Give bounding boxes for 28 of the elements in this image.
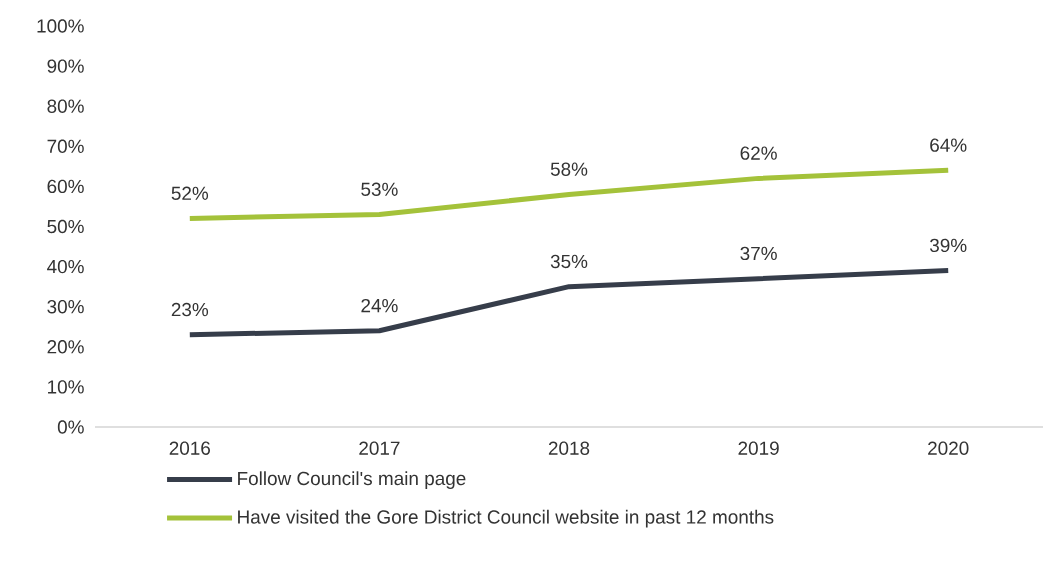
x-tick-label: 2019 [738,441,779,455]
y-tick-label: 60% [47,179,84,194]
y-tick-label: 100% [37,19,84,33]
x-tick-label: 2016 [169,441,211,455]
x-tick-label: 2020 [928,441,969,455]
y-tick-label: 80% [47,99,84,113]
data-label: 37% [740,246,777,261]
y-tick-label: 40% [47,259,84,274]
data-label: 58% [550,162,588,176]
data-label: 39% [929,238,967,253]
data-label: 64% [930,138,967,152]
y-tick-label: 30% [47,300,84,314]
data-label: 23% [171,302,209,317]
data-label: 35% [550,254,588,269]
y-tick-label: 70% [47,139,84,153]
data-label: 52% [171,186,209,200]
y-tick-label: 50% [47,219,84,234]
data-label: 53% [361,182,398,196]
data-label: 24% [361,298,398,313]
y-tick-label: 10% [48,380,84,394]
legend-label: Have visited the Gore District Council website in past 12 months [238,509,774,528]
x-tick-label: 2018 [548,441,590,455]
y-tick-label: 90% [47,59,84,73]
legend-label: Follow Council's main page [238,471,466,489]
y-tick-label: 0% [57,420,84,434]
data-label: 62% [740,146,777,160]
x-tick-label: 2017 [359,441,400,455]
y-tick-label: 20% [47,340,84,354]
